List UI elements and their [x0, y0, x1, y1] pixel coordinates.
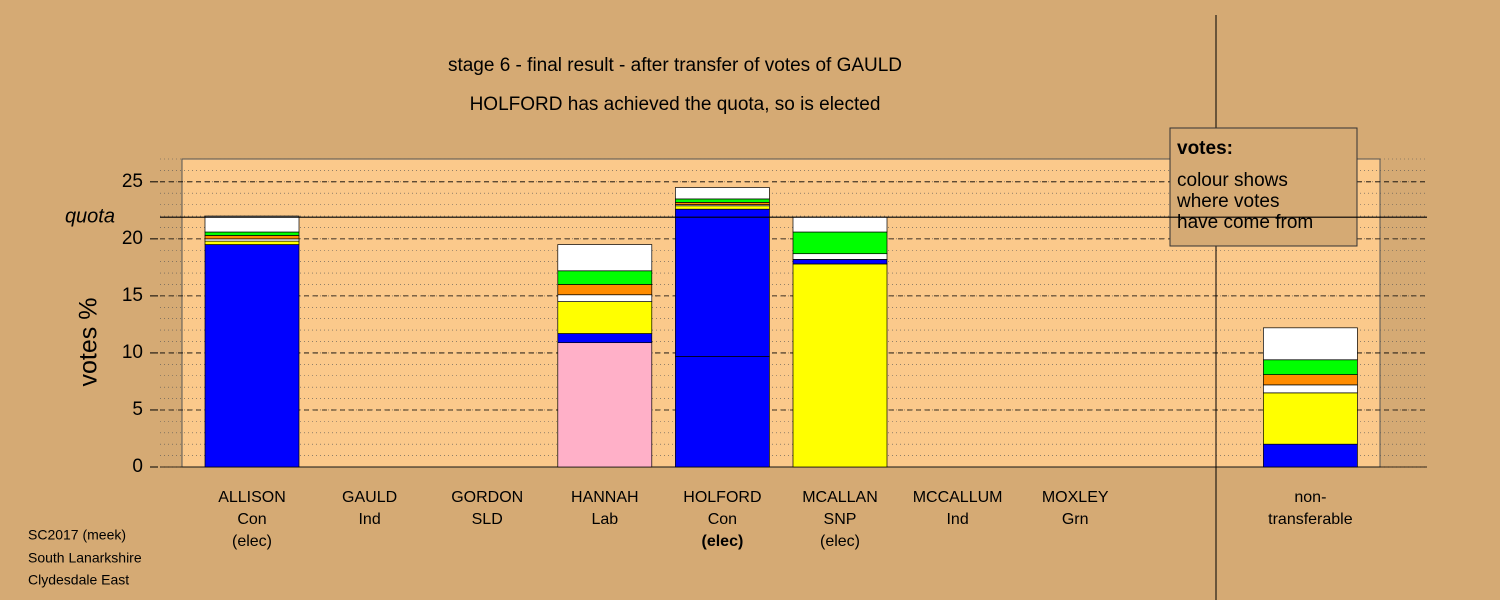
- bar-segment: [204, 244, 300, 468]
- footer: South Lanarkshire: [28, 550, 142, 566]
- footer: Clydesdale East: [28, 572, 129, 588]
- y-tick-label: 15: [122, 285, 143, 306]
- bar-segment: [1263, 384, 1358, 394]
- chart-subtitle: HOLFORD has achieved the quota, so is el…: [470, 94, 881, 115]
- x-tick-label: non-: [1294, 489, 1326, 506]
- bar-segment: [675, 198, 770, 203]
- bar-segment: [1263, 359, 1358, 375]
- bar-segment: [792, 263, 888, 468]
- x-tick-label: Ind: [946, 511, 968, 528]
- x-tick-label: GORDON: [451, 489, 523, 506]
- note-line: colour shows: [1177, 170, 1288, 191]
- bar-segment: [557, 333, 653, 344]
- x-tick-label: Con: [708, 511, 737, 528]
- bar-segment: [675, 187, 770, 200]
- x-tick-label: MCALLAN: [802, 489, 878, 506]
- x-tick-label: HOLFORD: [683, 489, 761, 506]
- note-box: [1169, 127, 1358, 247]
- y-axis-label: votes %: [75, 298, 103, 387]
- bar-segment: [792, 259, 888, 265]
- bar-segment: [792, 253, 888, 260]
- note: votes: colour shows where votes have com…: [1169, 127, 1358, 247]
- x-tick-label: GAULD: [342, 489, 397, 506]
- bar-segment: [204, 240, 300, 245]
- x-tick-label: Ind: [358, 511, 380, 528]
- bar-segment: [792, 216, 888, 233]
- x-tick-label: MCCALLUM: [913, 489, 1003, 506]
- bar-segment: [557, 294, 653, 302]
- bar-segment: [792, 231, 888, 255]
- note-title: votes:: [1177, 138, 1233, 159]
- bar-segment: [557, 342, 653, 468]
- y-tick-label: 20: [122, 228, 143, 249]
- note-line: where votes: [1176, 191, 1279, 212]
- y-tick-label: 10: [122, 342, 143, 363]
- x-tick-label: SLD: [472, 511, 503, 528]
- y-tick-label: 25: [122, 171, 143, 192]
- bar-segment: [1263, 392, 1358, 445]
- bar-segment: [204, 231, 300, 236]
- x-tick-label: Lab: [591, 511, 618, 528]
- y-tick-label: 5: [132, 399, 143, 420]
- x-tick-label: Grn: [1062, 511, 1089, 528]
- x-tick-label: Con: [237, 511, 266, 528]
- footer: SC2017 (meek): [28, 527, 126, 543]
- bar-segment: [557, 284, 653, 296]
- bar-segment: [557, 244, 653, 272]
- x-tick-label: (elec): [232, 533, 272, 550]
- bar-segment: [1263, 443, 1358, 468]
- x-tick-label: (elec): [702, 533, 744, 550]
- bar-segment: [1263, 327, 1358, 361]
- bar-segment: [1263, 374, 1358, 386]
- bar-segment: [204, 235, 300, 240]
- x-tick-label: transferable: [1268, 511, 1353, 528]
- bar-segment: [204, 215, 300, 233]
- x-tick-label: SNP: [824, 511, 857, 528]
- x-tick-label: (elec): [820, 533, 860, 550]
- bars: [204, 187, 1358, 468]
- bar-segment: [557, 270, 653, 285]
- bar-segment: [675, 355, 770, 468]
- y-tick-label: 0: [132, 456, 143, 477]
- x-tick-label: MOXLEY: [1042, 489, 1109, 506]
- chart-title: stage 6 - final result - after transfer …: [448, 55, 902, 76]
- x-tick-label: HANNAH: [571, 489, 639, 506]
- quota-label: quota: [65, 205, 115, 227]
- bar-segment: [557, 301, 653, 334]
- note-line: have come from: [1177, 212, 1313, 233]
- bar-segment: [675, 205, 770, 210]
- x-tick-label: ALLISON: [218, 489, 286, 506]
- bar-segment: [675, 208, 770, 357]
